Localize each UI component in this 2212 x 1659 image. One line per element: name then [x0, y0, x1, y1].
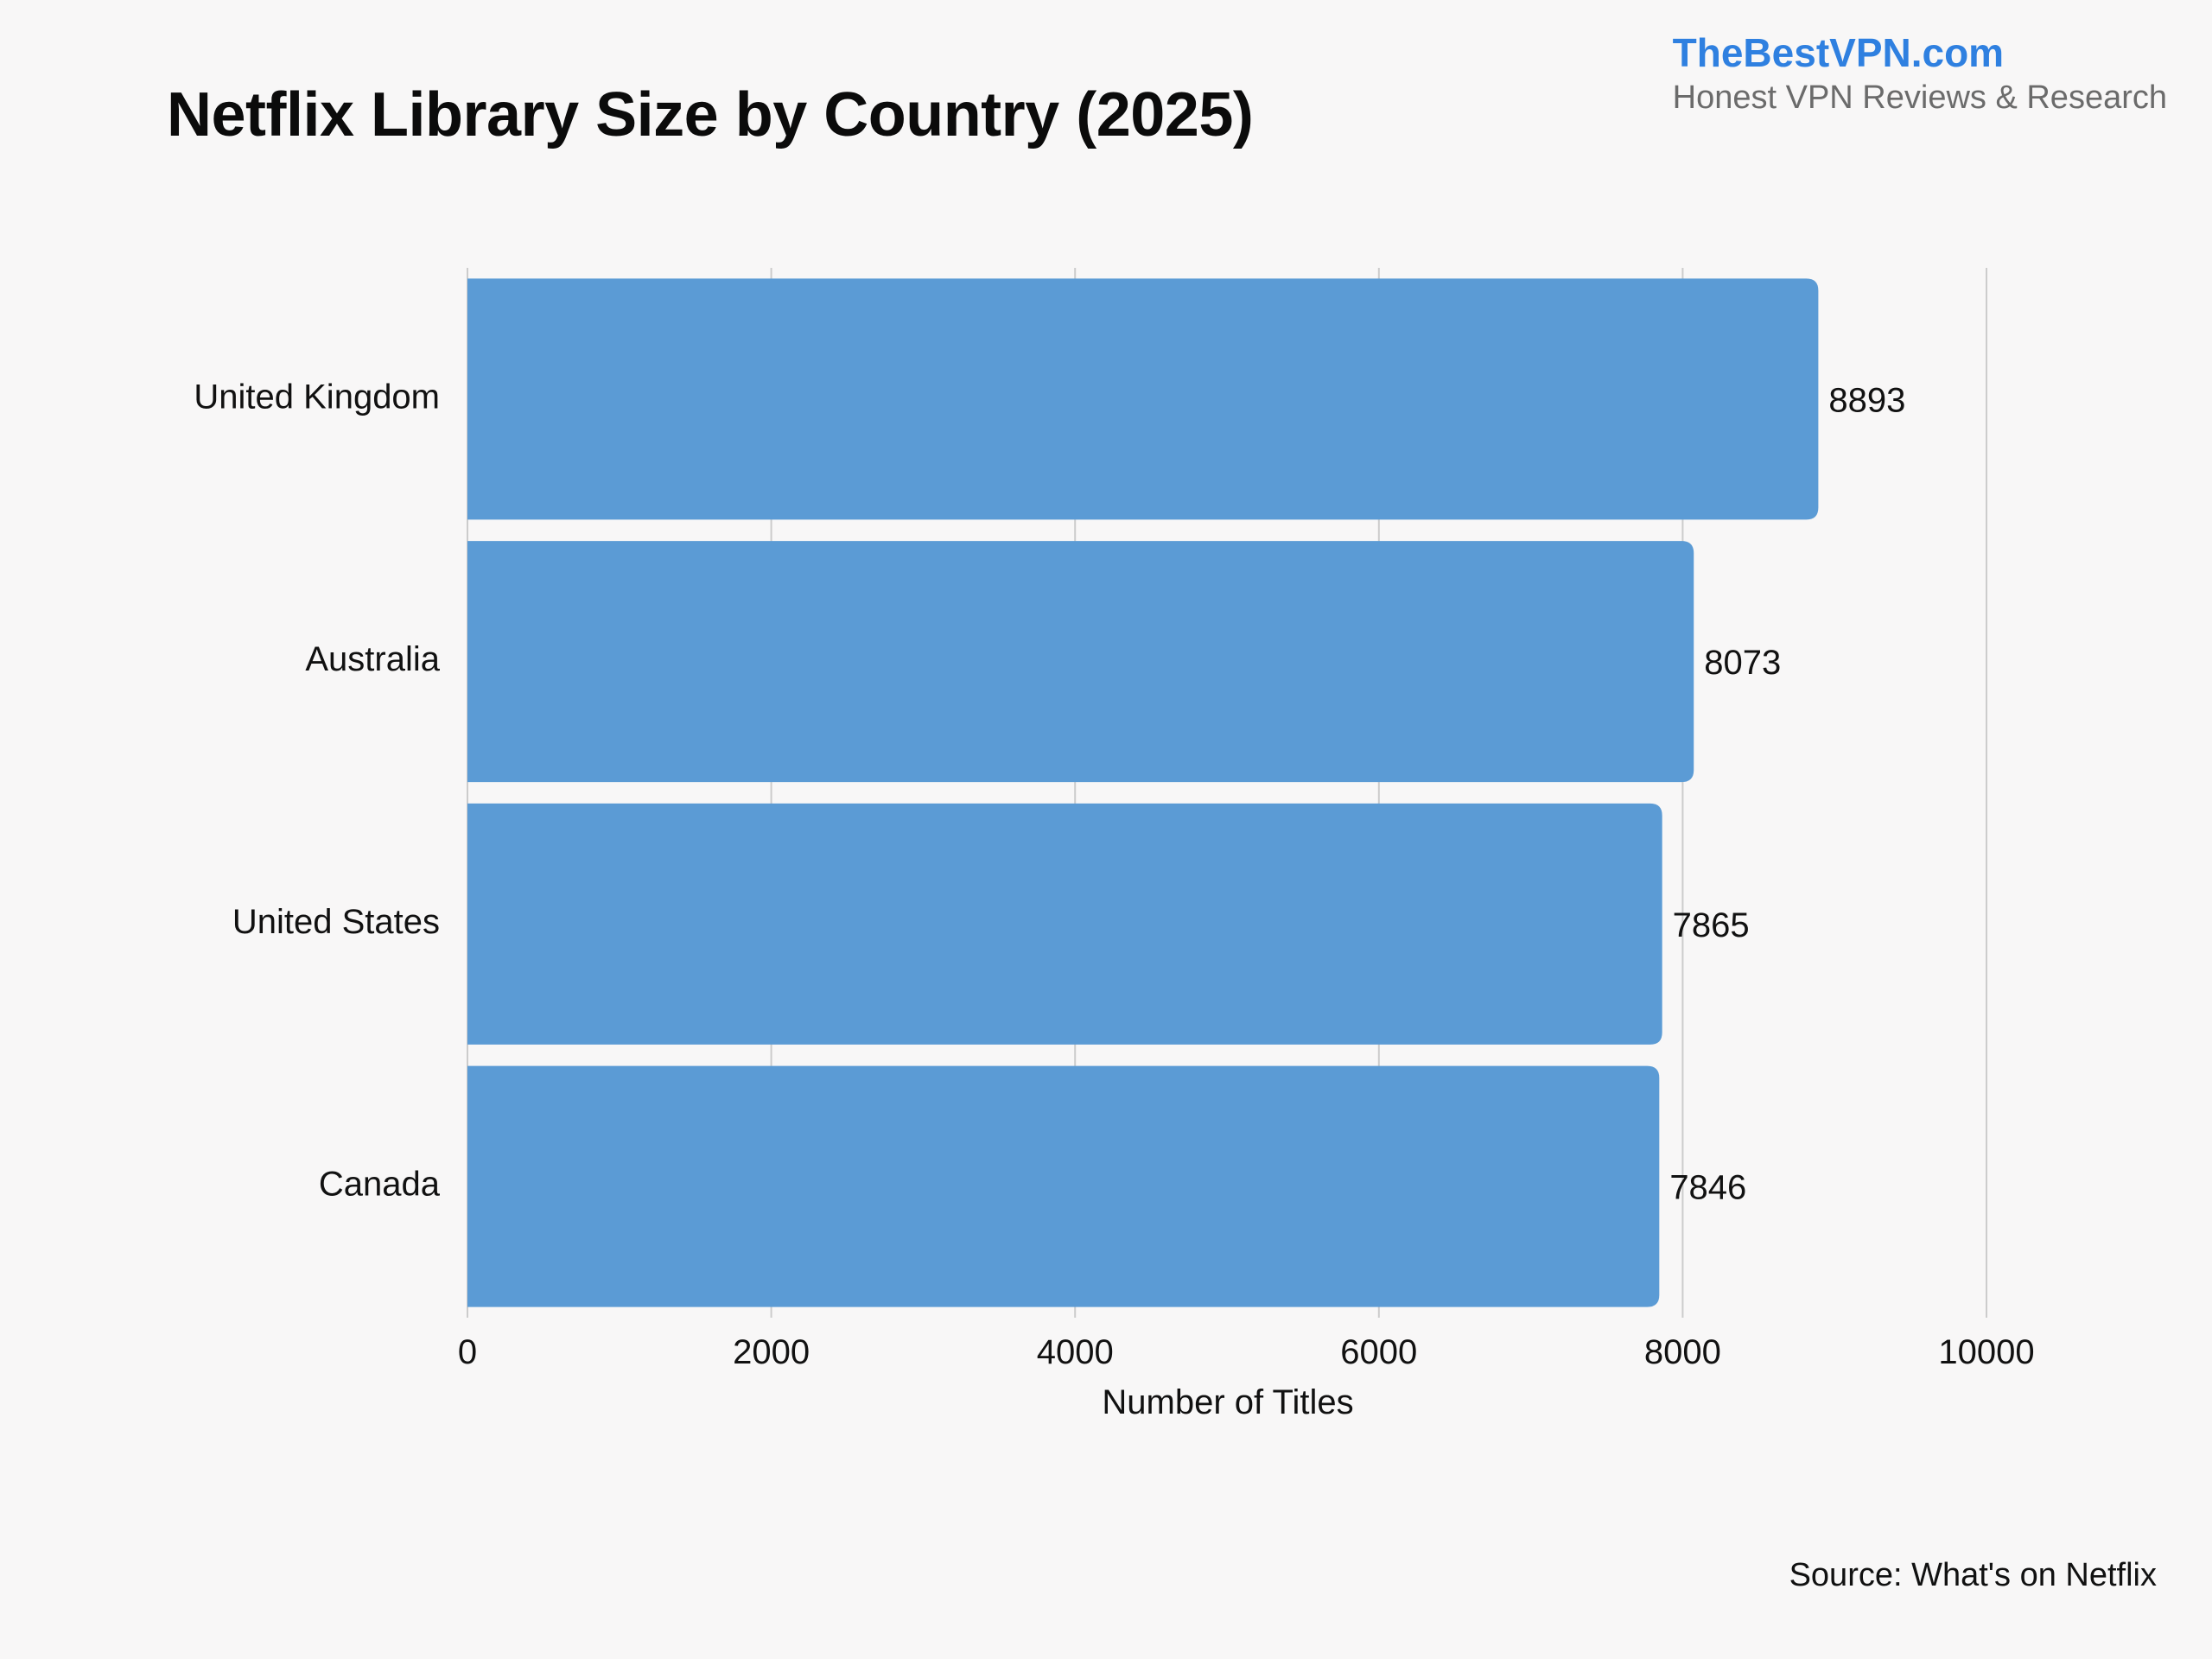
x-tick-label: 2000 [733, 1333, 810, 1371]
value-label: 7846 [1669, 1169, 1746, 1207]
category-labels: United Kingdom Australia United States Cana… [194, 378, 440, 1203]
category-label: United Kingdom [194, 378, 440, 416]
value-label: 7865 [1673, 906, 1750, 944]
bar-canada [467, 1065, 1660, 1307]
bars [467, 278, 1819, 1307]
x-tick-labels: 0 2000 4000 6000 8000 10000 [458, 1333, 2035, 1371]
brand-name: TheBestVPN.com [1672, 30, 2005, 75]
x-tick-label: 6000 [1340, 1333, 1417, 1371]
x-tick-label: 0 [458, 1333, 477, 1371]
category-label: Canada [319, 1166, 441, 1204]
x-tick-label: 10000 [1938, 1333, 2034, 1371]
category-label: United States [232, 903, 440, 941]
chart-title: Netflix Library Size by Country (2025) [167, 80, 1254, 149]
bar-united-kingdom [467, 278, 1819, 520]
value-label: 8893 [1828, 381, 1905, 419]
x-tick-label: 8000 [1644, 1333, 1721, 1371]
brand-tagline: Honest VPN Reviews & Research [1672, 79, 2167, 116]
value-label: 8073 [1704, 644, 1781, 682]
x-axis-title: Number of Titles [1102, 1383, 1353, 1421]
category-label: Australia [305, 640, 440, 678]
bar-united-states [467, 803, 1662, 1045]
bar-australia [467, 541, 1694, 783]
source-note: Source: What's on Netflix [1789, 1557, 2157, 1593]
x-tick-label: 4000 [1037, 1333, 1114, 1371]
value-labels: 8893 8073 7865 7846 [1669, 381, 1905, 1206]
brand-block: TheBestVPN.com Honest VPN Reviews & Rese… [1673, 28, 2167, 118]
